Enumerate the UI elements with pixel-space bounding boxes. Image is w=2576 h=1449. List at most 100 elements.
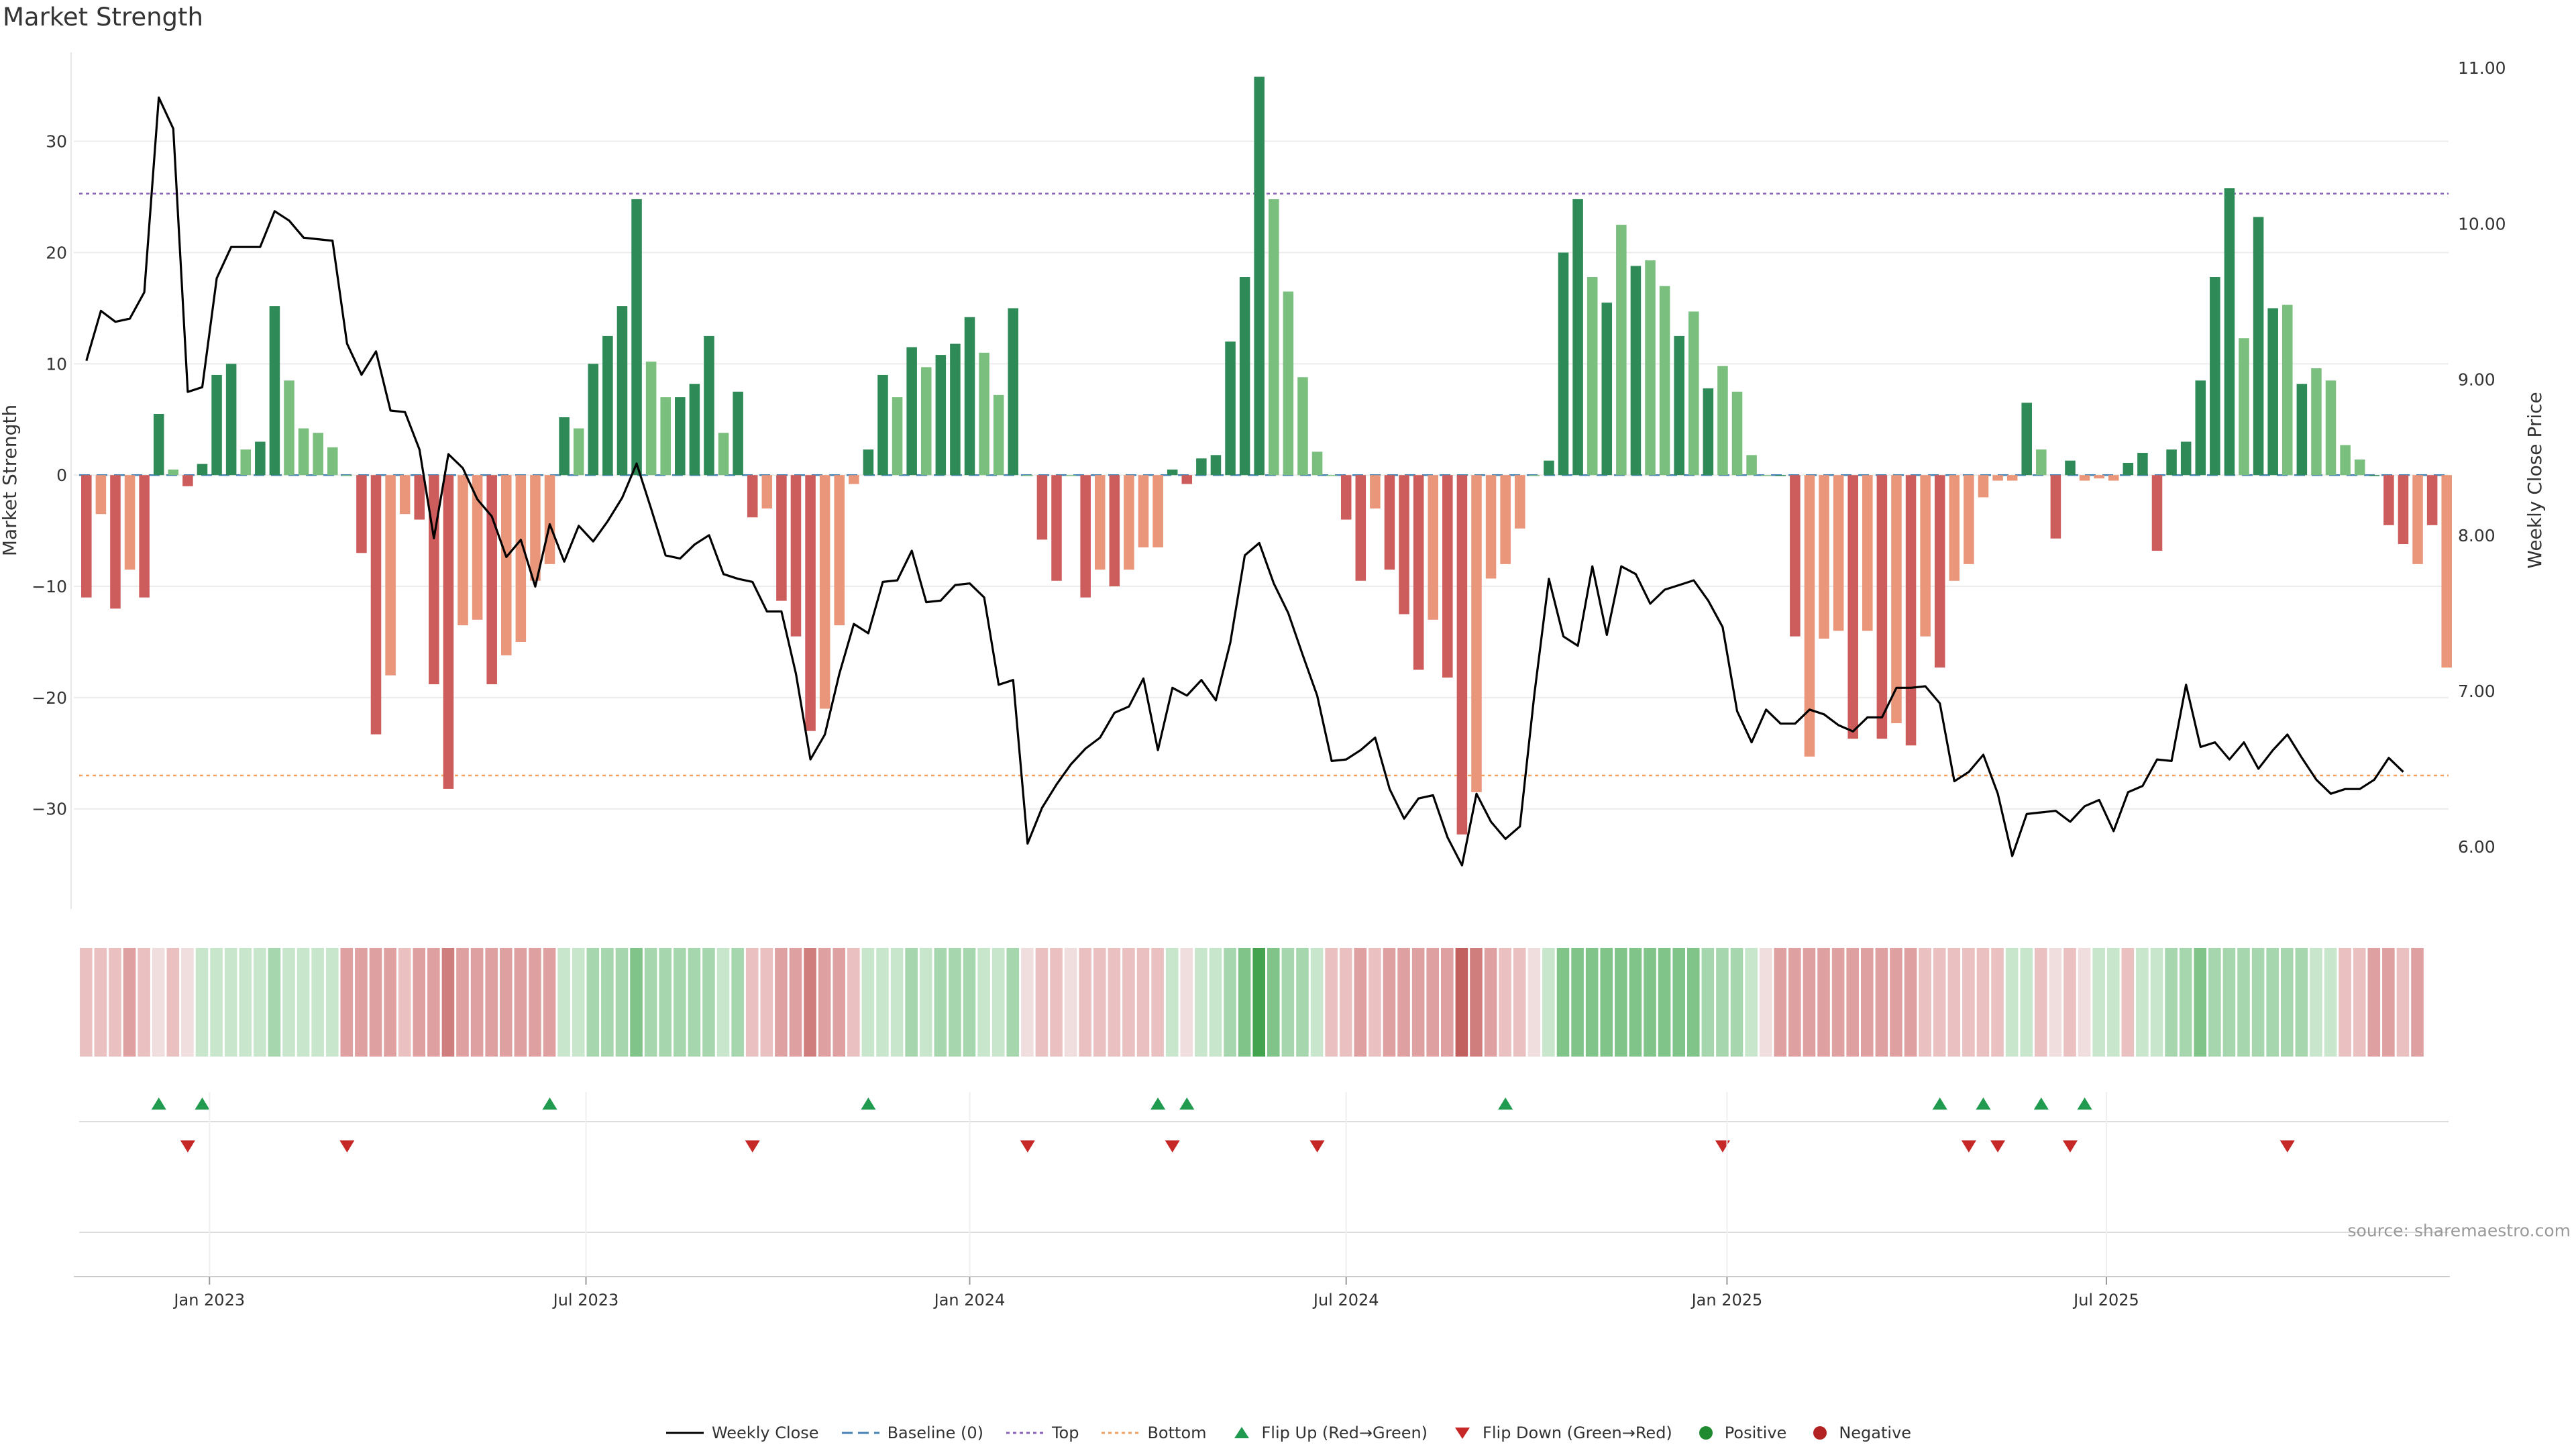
heat-cell <box>731 948 744 1057</box>
heat-cell <box>2063 948 2076 1057</box>
strength-bar <box>429 475 439 684</box>
heat-cell <box>919 948 932 1057</box>
heat-cell <box>557 948 570 1057</box>
heat-cell <box>1861 948 1874 1057</box>
strength-bar <box>515 475 527 642</box>
legend-negative[interactable]: Negative <box>1808 1424 1911 1442</box>
strength-bar <box>1269 199 1279 476</box>
heat-cell <box>1252 948 1265 1057</box>
heat-cell <box>1310 948 1324 1057</box>
legend-top[interactable]: Top <box>1005 1424 1079 1442</box>
heat-cell <box>1556 948 1570 1057</box>
heat-cell <box>1976 948 1990 1057</box>
heat-cell <box>688 948 701 1057</box>
heat-cell <box>456 948 469 1057</box>
strength-bar <box>356 475 367 553</box>
flip-markers <box>151 1097 2295 1152</box>
heat-cell <box>1209 948 1222 1057</box>
strength-bar <box>1109 475 1120 587</box>
strength-bar <box>1891 475 1902 724</box>
heat-cell <box>745 948 759 1057</box>
heat-cell <box>355 948 368 1057</box>
legend-label: Baseline (0) <box>887 1424 983 1442</box>
strength-bar <box>1964 475 1974 564</box>
strength-bar <box>776 475 787 601</box>
strength-bar <box>1934 475 1945 668</box>
strength-bar <box>660 397 671 476</box>
strength-bar <box>544 475 555 564</box>
flip-down-marker <box>1961 1140 1976 1152</box>
heat-cell <box>1296 948 1309 1057</box>
strength-bar <box>95 475 107 515</box>
heat-cell <box>1426 948 1440 1057</box>
flip-down-marker <box>339 1140 355 1152</box>
strength-bar <box>1080 475 1091 598</box>
heat-cell <box>1644 948 1656 1057</box>
strength-bar <box>1485 475 1497 579</box>
strength-bar <box>1544 460 1554 476</box>
y-tick-label: 10 <box>46 354 67 374</box>
legend-flip-up[interactable]: Flip Up (Red→Green) <box>1228 1424 1428 1442</box>
heat-cell <box>1788 948 1801 1057</box>
heat-cell <box>2035 948 2047 1057</box>
strength-bar <box>2166 449 2177 476</box>
heat-cell <box>934 948 947 1057</box>
strength-bar <box>2311 368 2322 476</box>
heat-cell <box>1383 948 1396 1057</box>
strength-bar <box>2441 475 2452 668</box>
strength-bar <box>1355 475 1366 581</box>
heat-cell <box>1846 948 1859 1057</box>
line-swatch-icon <box>665 1432 704 1434</box>
strength-bar <box>2340 445 2351 476</box>
heat-cell <box>2324 948 2337 1057</box>
strength-bar <box>2036 449 2047 476</box>
strength-bar <box>2398 475 2409 545</box>
strength-bar <box>559 417 570 476</box>
heat-cell <box>1499 948 1511 1057</box>
heat-cell <box>282 948 295 1057</box>
legend-flip-down[interactable]: Flip Down (Green→Red) <box>1449 1424 1672 1442</box>
heat-cell <box>2353 948 2366 1057</box>
heat-cell <box>963 948 976 1057</box>
flip-up-marker <box>1976 1097 1991 1110</box>
heat-cell <box>674 948 686 1057</box>
strength-bar <box>1340 475 1352 520</box>
heat-cell <box>1122 948 1135 1057</box>
heat-cell <box>138 948 150 1057</box>
heat-cell <box>2280 948 2294 1057</box>
heat-cell <box>268 948 281 1057</box>
legend-positive[interactable]: Positive <box>1694 1424 1786 1442</box>
strength-bar <box>197 464 208 476</box>
strength-bar <box>81 475 92 598</box>
heat-cell <box>789 948 802 1057</box>
heat-cell <box>1745 948 1758 1057</box>
strength-bar <box>573 428 584 476</box>
strength-bar <box>1428 475 1439 620</box>
legend-weekly-close[interactable]: Weekly Close <box>665 1424 819 1442</box>
strength-bar <box>255 441 266 476</box>
strength-bar <box>269 306 280 476</box>
heat-cell <box>818 948 831 1057</box>
heat-cell <box>991 948 1005 1057</box>
strength-bar <box>2195 380 2206 476</box>
strength-bar <box>1283 291 1294 476</box>
flip-down-marker <box>1020 1140 1035 1152</box>
legend-label: Flip Down (Green→Red) <box>1483 1424 1672 1442</box>
strength-bar <box>935 355 947 476</box>
strength-bar <box>2354 459 2365 476</box>
heat-cell <box>2179 948 2192 1057</box>
legend-baseline[interactable]: Baseline (0) <box>841 1424 983 1442</box>
legend-bottom[interactable]: Bottom <box>1100 1424 1207 1442</box>
strength-bar <box>1456 475 1468 835</box>
strength-bar <box>1775 475 1786 476</box>
strength-bar <box>1905 475 1917 746</box>
strength-bar <box>1210 455 1222 476</box>
heat-cell <box>1267 948 1280 1057</box>
x-tick-label: Jan 2024 <box>933 1291 1006 1309</box>
strength-bar <box>877 374 888 476</box>
strength-bar <box>1731 391 1743 476</box>
y2-tick-label: 9.00 <box>2458 370 2496 390</box>
strength-bar <box>298 428 309 476</box>
legend-label: Bottom <box>1147 1424 1207 1442</box>
